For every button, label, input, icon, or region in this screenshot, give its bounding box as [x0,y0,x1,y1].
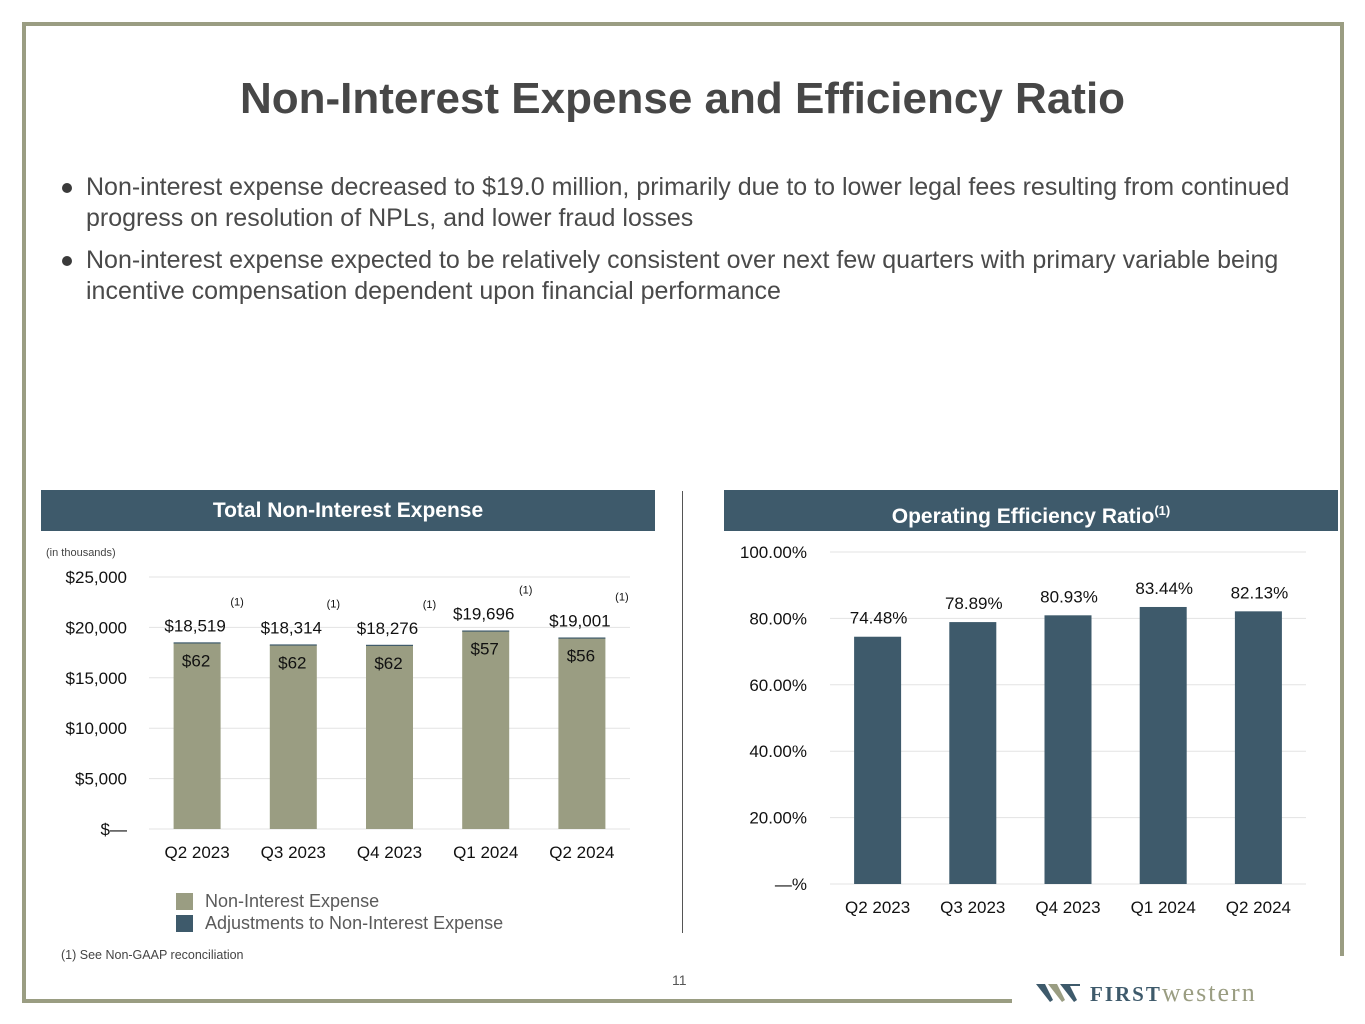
page-title: Non-Interest Expense and Efficiency Rati… [239,74,1126,123]
expense-ytick-label: $20,000 [66,618,127,637]
efficiency-ytick-label: 20.00% [749,809,807,828]
expense-xtick-label: Q2 2023 [164,843,229,862]
legend-item-non-interest-expense: Non-Interest Expense [176,890,503,912]
efficiency-bar [1234,611,1282,884]
legend-swatch-olive [176,892,193,910]
frame-border-bottom [22,999,1012,1003]
adjustment-bar [173,642,221,644]
expense-bar [558,638,606,829]
efficiency-ytick-label: 60.00% [749,676,807,695]
legend-swatch-navy [176,914,193,932]
expense-total-footnote-ref: (1) [327,598,340,610]
expense-chart: $— $5,000 $10,000 $15,000 $20,000 $25,000 Q2 2… [66,568,630,862]
efficiency-panel-footnote-ref: (1) [1154,503,1171,518]
frame-border-left [22,22,26,1003]
expense-xtick-label: Q3 2023 [261,843,326,862]
logo-first: FIRST [1090,982,1162,1006]
expense-total-label: $19,696 [453,604,514,623]
adjustment-value-label: $57 [471,639,499,658]
expense-bar [173,642,221,829]
efficiency-xtick-label: Q4 2023 [1035,898,1100,917]
efficiency-ytick-label: 100.00% [740,543,807,562]
expense-panel-header: Total Non-Interest Expense [41,490,655,531]
efficiency-chart: —% 20.00% 40.00% 60.00% 80.00% 100.00% Q2 2023… [740,543,1306,917]
expense-total-label: $19,001 [549,611,610,630]
bullet-item: Non-interest expense decreased to $19.0 … [60,172,1310,234]
frame-border-top [22,22,1344,26]
expense-total-label: $18,314 [261,618,322,637]
efficiency-xtick-label: Q1 2024 [1131,898,1196,917]
bullet-list: Non-interest expense decreased to $19.0 … [60,172,1310,318]
efficiency-xtick-label: Q2 2023 [845,898,910,917]
legend-label: Adjustments to Non-Interest Expense [205,912,504,933]
adjustment-bar [558,637,606,639]
footnote: (1) See Non-GAAP reconciliation [61,948,244,962]
efficiency-xtick-label: Q3 2023 [940,898,1005,917]
logo-wordmark: FIRSTwestern [1090,978,1257,1008]
efficiency-value-label: 74.48% [850,609,908,628]
bullet-text: Non-interest expense decreased to $19.0 … [86,173,1290,232]
logo-mark-icon [1036,984,1080,1002]
adjustment-value-label: $62 [374,654,402,673]
efficiency-value-label: 80.93% [1040,587,1098,606]
efficiency-ytick-label: 40.00% [749,742,807,761]
expense-total-footnote-ref: (1) [230,596,243,608]
bullet-dot-icon [62,256,72,266]
expense-legend: Non-Interest Expense Adjustments to Non-… [176,890,503,934]
bullet-text: Non-interest expense expected to be rela… [86,246,1279,305]
expense-ytick-label: $10,000 [66,719,127,738]
bullet-dot-icon [62,183,72,193]
efficiency-panel-header: Operating Efficiency Ratio(1) [724,490,1338,531]
logo-western: western [1161,978,1257,1007]
efficiency-ytick-label: 80.00% [749,609,807,628]
adjustment-bar [269,644,317,646]
expense-total-footnote-ref: (1) [423,599,436,611]
page-number: 11 [672,972,687,988]
expense-bar [462,631,510,829]
legend-label: Non-Interest Expense [205,890,380,911]
frame-border-right [1340,22,1344,956]
expense-bar [269,645,317,829]
panel-divider [682,491,683,933]
expense-xtick-label: Q2 2024 [549,843,614,862]
adjustment-value-label: $62 [278,653,306,672]
expense-ytick-label: $5,000 [75,770,127,789]
expense-panel-title: Total Non-Interest Expense [212,499,484,522]
expense-ytick-label: $25,000 [66,568,127,587]
adjustment-bar [462,630,510,632]
expense-total-label: $18,276 [357,619,418,638]
expense-ytick-label: $15,000 [66,669,127,688]
units-note: (in thousands) [46,547,116,559]
expense-xtick-label: Q4 2023 [357,843,422,862]
adjustment-value-label: $62 [182,651,210,670]
expense-bar [366,645,413,829]
efficiency-bar [949,622,997,884]
efficiency-value-label: 78.89% [945,594,1003,613]
efficiency-bar [1044,615,1092,884]
expense-total-label: $18,519 [164,616,225,635]
expense-total-footnote-ref: (1) [615,591,628,603]
efficiency-xtick-label: Q2 2024 [1226,898,1291,917]
efficiency-value-label: 83.44% [1135,579,1193,598]
efficiency-bar [1139,606,1187,884]
expense-total-footnote-ref: (1) [519,584,532,596]
expense-xtick-label: Q1 2024 [453,843,518,862]
adjustment-value-label: $56 [567,646,595,665]
adjustment-bar [366,644,413,646]
efficiency-value-label: 82.13% [1231,583,1289,602]
efficiency-ytick-label: —% [775,875,807,894]
expense-ytick-label: $— [101,820,127,839]
legend-item-adjustments: Adjustments to Non-Interest Expense [176,912,503,934]
bullet-item: Non-interest expense expected to be rela… [60,245,1310,307]
efficiency-panel-title: Operating Efficiency Ratio [891,505,1155,528]
efficiency-bar [854,636,902,884]
company-logo: FIRSTwestern [1036,978,1257,1008]
